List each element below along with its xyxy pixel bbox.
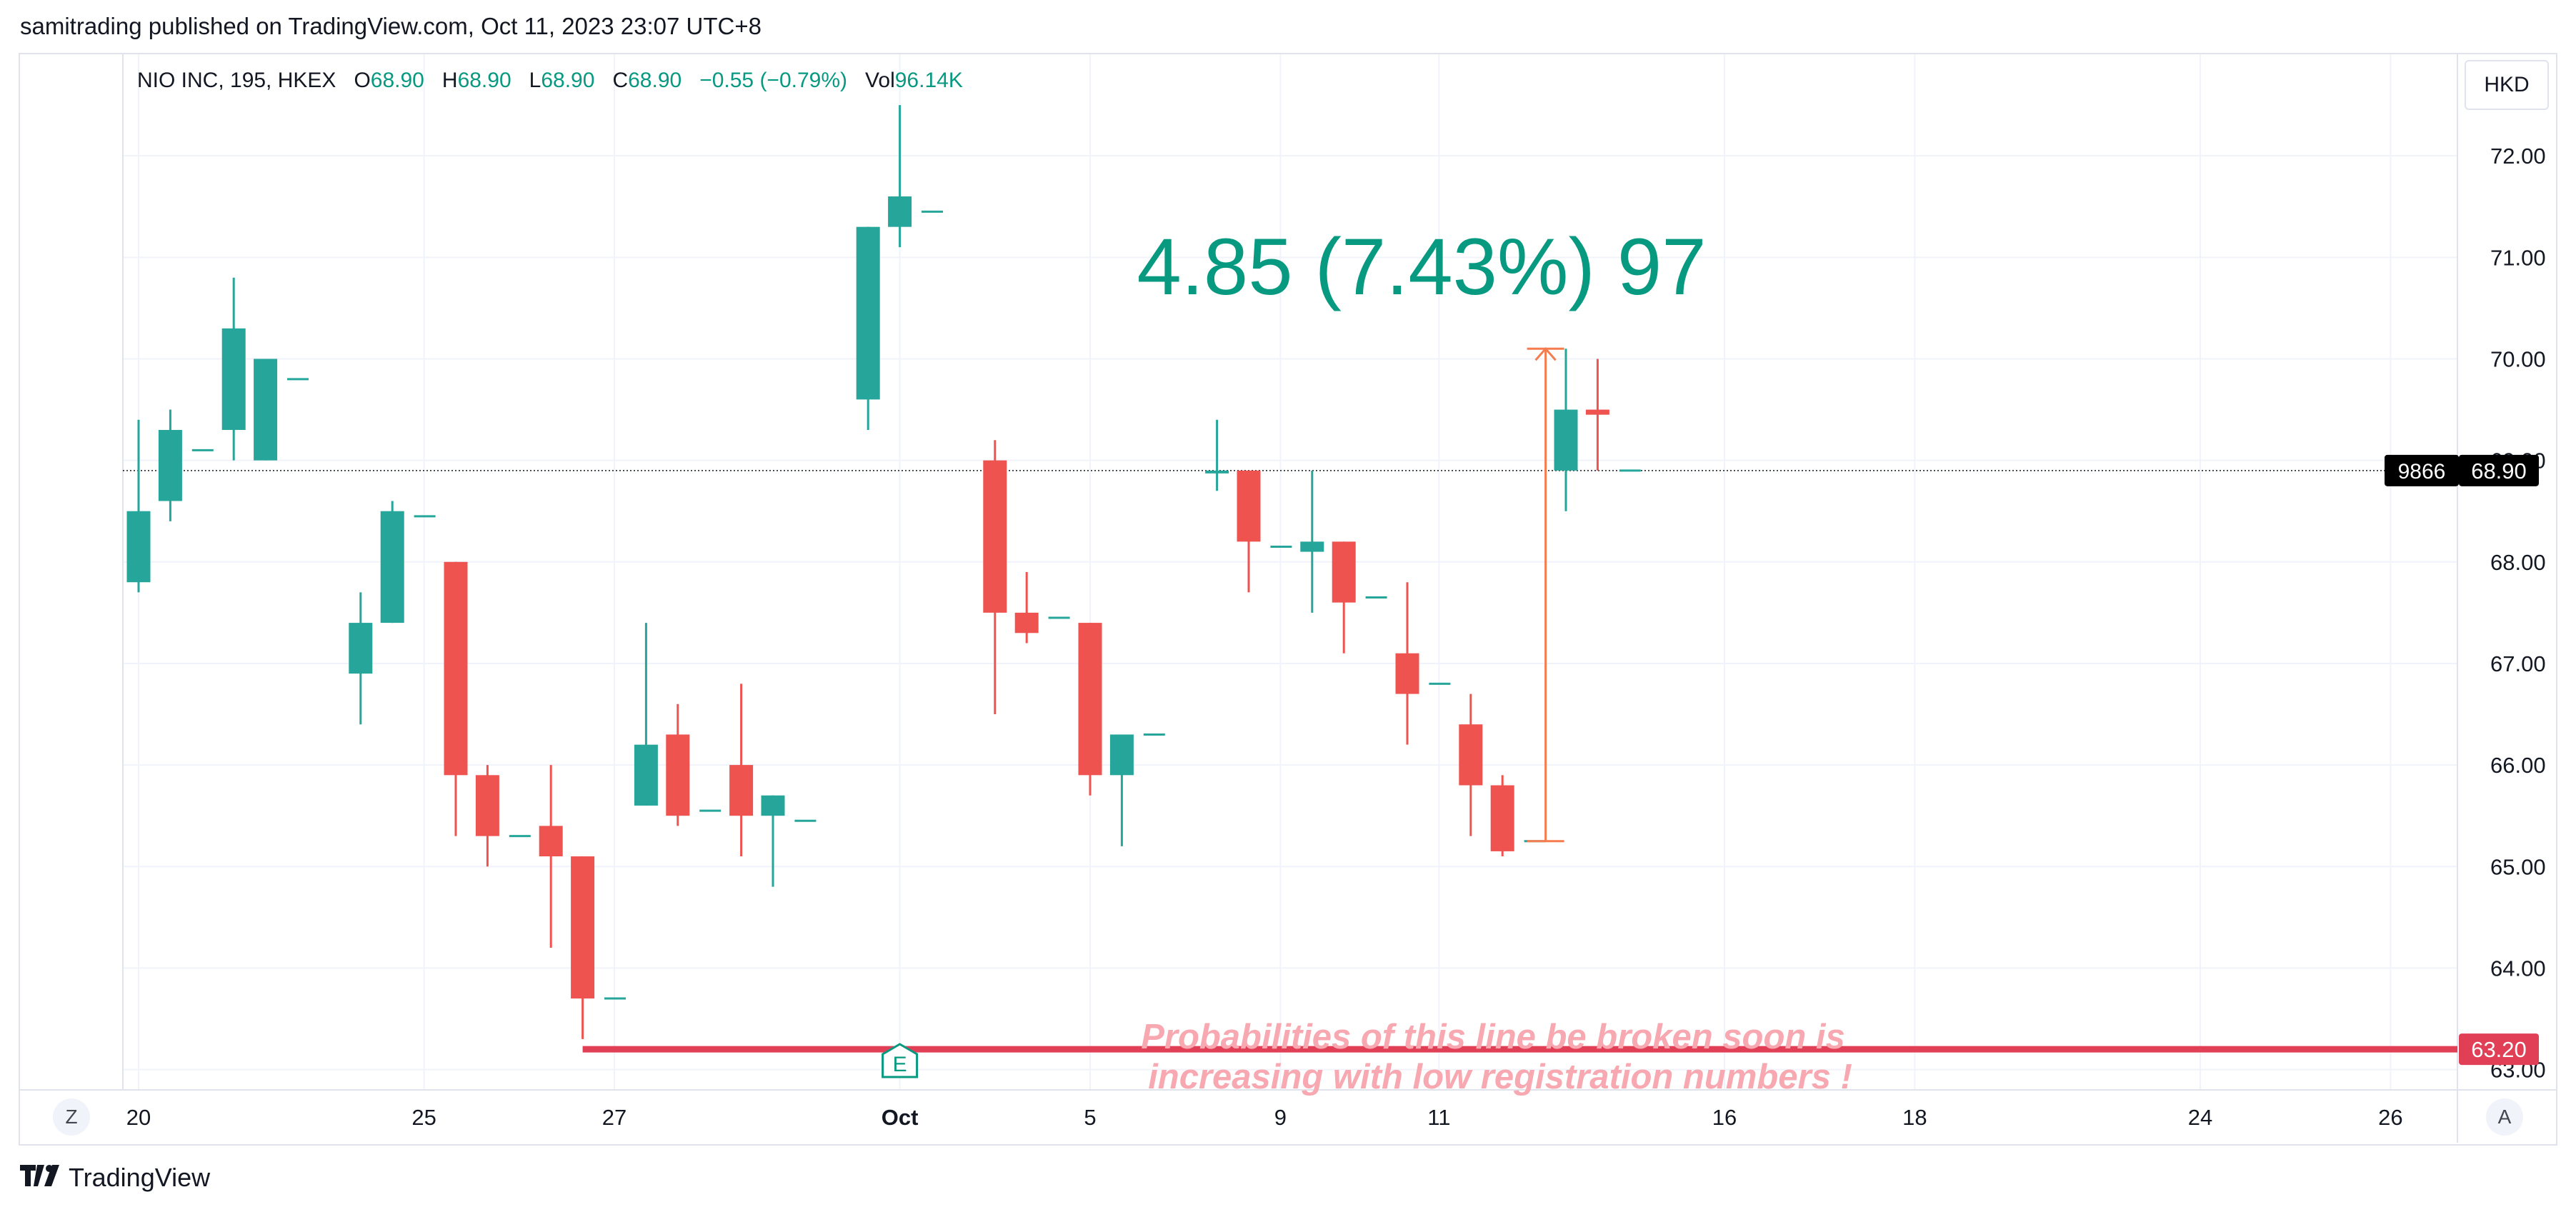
candle-body <box>475 775 499 836</box>
x-tick-label: 11 <box>1427 1105 1450 1130</box>
candle-body <box>1585 409 1609 415</box>
legend-symbol: NIO INC, 195, HKEX <box>137 69 336 92</box>
candle-body <box>158 429 182 501</box>
candle-body <box>126 511 151 583</box>
candle-body <box>634 744 658 806</box>
zoom-button[interactable]: Z <box>53 1098 90 1136</box>
legend-low-value: 68.90 <box>541 69 595 92</box>
candle-body <box>1300 541 1324 552</box>
last-price-badge-label: 68.90 <box>2471 459 2527 484</box>
candle-body <box>1205 470 1229 474</box>
y-tick-label: 72.00 <box>2490 144 2546 169</box>
last-price-badge <box>2459 454 2539 486</box>
candle-body <box>1109 734 1134 776</box>
legend-close-label: C <box>612 69 629 92</box>
measure-label: 4.85 (7.43%) 97 <box>1137 222 1707 311</box>
candle-body <box>1395 653 1419 694</box>
publisher-line: samitrading published on TradingView.com… <box>20 13 762 39</box>
candle-body <box>221 328 246 430</box>
auto-scale-button[interactable]: A <box>2486 1098 2523 1136</box>
support-price-badge-label: 63.20 <box>2471 1037 2527 1062</box>
y-tick-label: 64.00 <box>2490 956 2546 981</box>
y-tick-label: 71.00 <box>2490 245 2546 270</box>
candle-body <box>856 226 880 400</box>
measure-arrowhead <box>1534 346 1557 361</box>
x-tick-label: 9 <box>1274 1105 1287 1130</box>
symbol-legend: NIO INC, 195, HKEX O68.90 H68.90 L68.90 … <box>137 69 963 93</box>
x-tick-label: Oct <box>882 1105 919 1130</box>
legend-volume-value: 96.14K <box>894 69 963 92</box>
legend-volume-label: Vol <box>865 69 895 92</box>
chart-frame <box>19 53 2557 1146</box>
legend-high-label: H <box>441 69 458 92</box>
countdown-badge-label: 9866 <box>2398 460 2446 484</box>
candle-body <box>349 623 373 674</box>
candle-body <box>983 460 1007 613</box>
legend-open-value: 68.90 <box>370 69 424 92</box>
candle-body <box>666 734 690 816</box>
candle-body <box>1554 409 1578 471</box>
candle-body <box>571 856 595 999</box>
candle-body <box>1332 541 1356 603</box>
countdown-badge <box>2385 454 2459 486</box>
x-tick-label: 25 <box>411 1105 436 1130</box>
candle-body <box>1078 623 1102 776</box>
y-tick-label: 70.00 <box>2490 346 2546 371</box>
x-tick-label: 5 <box>1084 1105 1096 1130</box>
note-line-1: Probabilities of this line be broken soo… <box>1141 1018 1845 1056</box>
x-tick-label: 18 <box>1902 1105 1927 1130</box>
candle-body <box>1459 724 1483 786</box>
y-tick-label: 66.00 <box>2490 753 2546 778</box>
legend-low-label: L <box>529 69 541 92</box>
x-tick-label: 26 <box>2378 1105 2402 1130</box>
legend-change: −0.55 (−0.79%) <box>699 69 848 92</box>
candle-body <box>888 196 912 227</box>
footer-brand-label: TradingView <box>69 1163 211 1192</box>
x-tick-label: 24 <box>2188 1105 2212 1130</box>
y-tick-label: 68.00 <box>2490 550 2546 575</box>
footer-brand[interactable]: TradingView <box>20 1163 210 1193</box>
candle-body <box>539 826 563 857</box>
candle-body <box>1490 785 1514 851</box>
candle-body <box>1237 470 1261 542</box>
legend-open-label: O <box>354 69 371 92</box>
candle-body <box>1014 612 1039 633</box>
note-line-2: increasing with low registration numbers… <box>1148 1058 1852 1096</box>
support-price-badge <box>2459 1033 2539 1066</box>
legend-high-value: 68.90 <box>457 69 511 92</box>
y-tick-label: 65.00 <box>2490 854 2546 879</box>
candle-body <box>761 795 785 816</box>
currency-button[interactable]: HKD <box>2465 60 2549 110</box>
candle-body <box>380 511 404 623</box>
x-tick-label: 27 <box>602 1105 626 1130</box>
candle-body <box>729 765 754 816</box>
x-tick-label: 20 <box>126 1105 151 1130</box>
x-tick-label: 16 <box>1712 1105 1737 1130</box>
y-tick-label: 67.00 <box>2490 651 2546 676</box>
tradingview-logo-icon <box>20 1163 60 1193</box>
event-marker-label: E <box>893 1053 907 1076</box>
event-marker-icon <box>882 1043 919 1078</box>
candle-body <box>254 359 278 461</box>
legend-close-value: 68.90 <box>628 69 682 92</box>
candle-body <box>444 561 468 776</box>
